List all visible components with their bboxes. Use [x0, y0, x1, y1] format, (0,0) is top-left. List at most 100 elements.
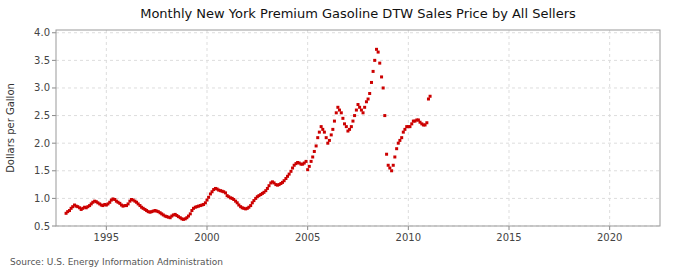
tick	[52, 170, 56, 171]
point	[403, 128, 406, 131]
point	[370, 81, 373, 84]
grid-line	[106, 30, 107, 226]
tick	[52, 198, 56, 199]
point	[377, 51, 380, 54]
point	[207, 196, 210, 199]
grid-line	[609, 30, 610, 226]
point	[372, 70, 375, 73]
point	[330, 133, 333, 136]
point	[402, 131, 405, 134]
point	[333, 120, 336, 123]
point	[365, 100, 368, 103]
point	[249, 204, 252, 207]
title: Monthly New York Premium Gasoline DTW Sa…	[140, 6, 576, 21]
grid-line	[509, 30, 510, 226]
tick	[52, 87, 56, 88]
point	[393, 155, 396, 158]
tick-label: 2.5	[34, 110, 50, 121]
point	[326, 142, 329, 145]
tick	[52, 143, 56, 144]
point	[306, 168, 309, 171]
point	[311, 155, 314, 158]
point	[305, 160, 308, 163]
tick-label: 2005	[295, 232, 320, 243]
point	[357, 103, 360, 106]
grid-line	[56, 87, 660, 88]
tick-label: 0.5	[34, 221, 50, 232]
point	[266, 187, 269, 190]
point	[127, 202, 130, 205]
tick-label: 1.5	[34, 165, 50, 176]
tick	[106, 226, 107, 230]
tick	[307, 226, 308, 230]
point	[268, 184, 271, 187]
grid-line	[56, 143, 660, 144]
chart: 0.51.01.52.02.53.03.54.01995200020052010…	[0, 0, 675, 275]
tick-label: 2020	[597, 232, 622, 243]
point	[362, 111, 365, 114]
point	[373, 59, 376, 62]
grid-line	[56, 198, 660, 199]
point	[321, 128, 324, 131]
point	[328, 139, 331, 142]
tick	[207, 226, 208, 230]
points	[65, 48, 432, 221]
tick	[52, 32, 56, 33]
grid-line	[307, 30, 308, 226]
point	[425, 121, 428, 124]
point	[348, 128, 351, 131]
point	[408, 125, 411, 128]
point	[224, 191, 227, 194]
point	[189, 212, 192, 215]
point	[313, 150, 316, 153]
axes: 0.51.01.52.02.53.03.54.01995200020052010…	[34, 27, 660, 243]
point	[383, 114, 386, 117]
point	[429, 95, 432, 98]
grid-line	[56, 32, 660, 33]
point	[427, 98, 430, 101]
tick-label: 1.0	[34, 193, 50, 204]
tick	[609, 226, 610, 230]
point	[343, 122, 346, 125]
tick	[509, 226, 510, 230]
point	[397, 142, 400, 145]
point	[351, 120, 354, 123]
point	[320, 125, 323, 128]
tick-label: 2000	[194, 232, 219, 243]
point	[385, 153, 388, 156]
point	[316, 136, 319, 139]
point	[392, 164, 395, 167]
source: Source: U.S. Energy Information Administ…	[10, 257, 223, 267]
point	[331, 128, 334, 131]
point	[289, 170, 292, 173]
point	[410, 122, 413, 125]
tick-label: 2010	[396, 232, 421, 243]
point	[288, 173, 291, 176]
point	[400, 136, 403, 139]
point	[387, 164, 390, 167]
point	[336, 106, 339, 109]
point	[382, 86, 385, 89]
tick-label: 2015	[496, 232, 521, 243]
point	[291, 167, 294, 170]
tick	[408, 226, 409, 230]
point	[335, 111, 338, 114]
point	[378, 62, 381, 65]
point	[398, 139, 401, 142]
tick	[52, 60, 56, 61]
point	[350, 125, 353, 128]
point	[358, 106, 361, 109]
point	[380, 75, 383, 78]
point	[315, 144, 318, 147]
tick-label: 1995	[94, 232, 119, 243]
point	[388, 167, 391, 170]
point	[323, 131, 326, 134]
tick-label: 4.0	[34, 27, 50, 38]
point	[310, 160, 313, 163]
point	[360, 109, 363, 112]
point	[325, 136, 328, 139]
point	[308, 165, 311, 168]
grid-line	[56, 60, 660, 61]
point	[340, 111, 343, 114]
tick-label: 3.0	[34, 82, 50, 93]
